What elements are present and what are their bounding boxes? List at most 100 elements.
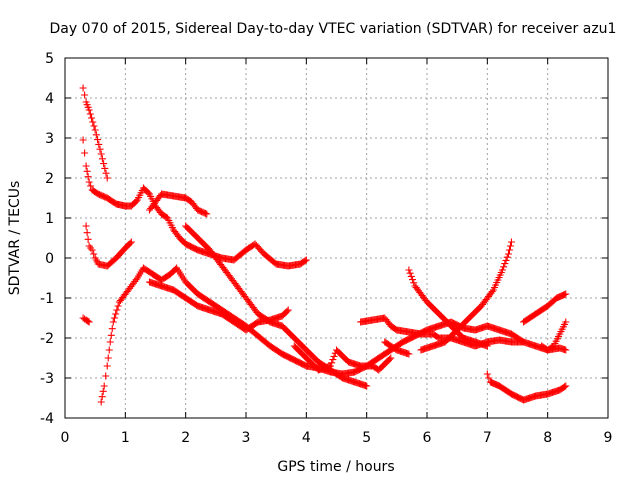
- data-point: [97, 398, 105, 406]
- data-point: [102, 372, 110, 380]
- data-point: [107, 331, 115, 339]
- data-point: [126, 239, 134, 247]
- data-point: [330, 352, 338, 360]
- grid-lines: [65, 58, 608, 418]
- series-track-16: [538, 318, 570, 354]
- data-point: [100, 160, 108, 168]
- data-point: [85, 318, 93, 326]
- y-tick-label: -1: [40, 291, 54, 307]
- data-point: [103, 362, 111, 370]
- data-point: [301, 257, 309, 265]
- x-tick-label: 0: [61, 430, 70, 446]
- data-point: [329, 356, 337, 364]
- series-track-11: [381, 338, 413, 358]
- y-tick-label: -2: [40, 331, 54, 347]
- y-tick-label: 1: [45, 211, 54, 227]
- data-point: [81, 149, 89, 157]
- data-point: [92, 131, 100, 139]
- data-point: [387, 354, 395, 362]
- data-point: [114, 302, 122, 310]
- data-point: [501, 260, 509, 268]
- data-point: [79, 84, 87, 92]
- data-point: [83, 167, 91, 175]
- data-point: [483, 342, 491, 350]
- data-point: [106, 338, 114, 346]
- data-point: [86, 110, 94, 118]
- data-point: [502, 256, 510, 264]
- data-point: [132, 197, 140, 205]
- data-point: [283, 307, 291, 315]
- y-tick-labels: -4 -3 -2 -1 0 1 2 3 4 5: [40, 51, 54, 427]
- x-tick-labels: 0 1 2 3 4 5 6 7 8 9: [61, 430, 613, 446]
- x-tick-label: 4: [302, 430, 311, 446]
- data-point: [101, 164, 109, 172]
- data-point: [498, 266, 506, 274]
- data-point: [302, 256, 310, 264]
- y-tick-label: -4: [40, 411, 54, 427]
- data-point: [82, 222, 90, 230]
- y-axis-label: SDTVAR / TECUs: [7, 181, 23, 296]
- data-point: [506, 242, 514, 250]
- data-point: [505, 246, 513, 254]
- data-point: [406, 269, 414, 277]
- data-point: [405, 266, 413, 274]
- data-point: [102, 169, 110, 177]
- data-point: [507, 238, 515, 246]
- data-point: [88, 246, 96, 254]
- chart-title: Day 070 of 2015, Sidereal Day-to-day VTE…: [50, 21, 617, 37]
- series-track-14: [483, 370, 570, 404]
- data-point: [520, 338, 528, 346]
- y-tick-label: 4: [45, 91, 54, 107]
- data-point: [488, 288, 496, 296]
- x-axis-label: GPS time / hours: [277, 459, 394, 475]
- data-point: [90, 122, 98, 130]
- x-tick-label: 1: [121, 430, 130, 446]
- data-point: [100, 382, 108, 390]
- series-track-7: [145, 278, 292, 334]
- data-point: [503, 253, 511, 261]
- data-point: [201, 209, 209, 217]
- data-point: [561, 383, 569, 391]
- series-track-12: [417, 238, 515, 354]
- data-point: [410, 279, 418, 287]
- data-point: [562, 318, 570, 326]
- data-point: [82, 162, 90, 170]
- x-tick-label: 6: [423, 430, 432, 446]
- x-tick-label: 5: [362, 430, 371, 446]
- data-point: [409, 276, 417, 284]
- data-point: [144, 189, 152, 197]
- data-point: [363, 382, 371, 390]
- data-point: [84, 235, 92, 243]
- data-point: [97, 150, 105, 158]
- data-point: [405, 350, 413, 358]
- data-point: [407, 272, 415, 280]
- series-track-13: [405, 266, 491, 350]
- data-point: [108, 325, 116, 333]
- data-point: [85, 178, 93, 186]
- data-point: [83, 229, 91, 237]
- data-point: [98, 155, 106, 163]
- y-tick-label: 3: [45, 131, 54, 147]
- data-point: [85, 106, 93, 114]
- series-track-9: [290, 342, 395, 374]
- x-tick-label: 9: [604, 430, 613, 446]
- series-track-15: [520, 290, 570, 326]
- data-point: [562, 382, 570, 390]
- data-point: [112, 310, 120, 318]
- data-point: [113, 306, 121, 314]
- data-point: [87, 182, 95, 190]
- data-point: [94, 136, 102, 144]
- series-track-2: [79, 136, 310, 270]
- x-tick-label: 7: [483, 430, 492, 446]
- data-point: [485, 374, 493, 382]
- data-point: [562, 290, 570, 298]
- series-track-8: [182, 222, 371, 390]
- x-tick-label: 2: [181, 430, 190, 446]
- data-point: [110, 314, 118, 322]
- data-point: [79, 136, 87, 144]
- x-tick-label: 8: [543, 430, 552, 446]
- data-points: [79, 84, 570, 406]
- data-point: [90, 250, 98, 258]
- x-tick-label: 3: [242, 430, 251, 446]
- data-point: [284, 306, 292, 314]
